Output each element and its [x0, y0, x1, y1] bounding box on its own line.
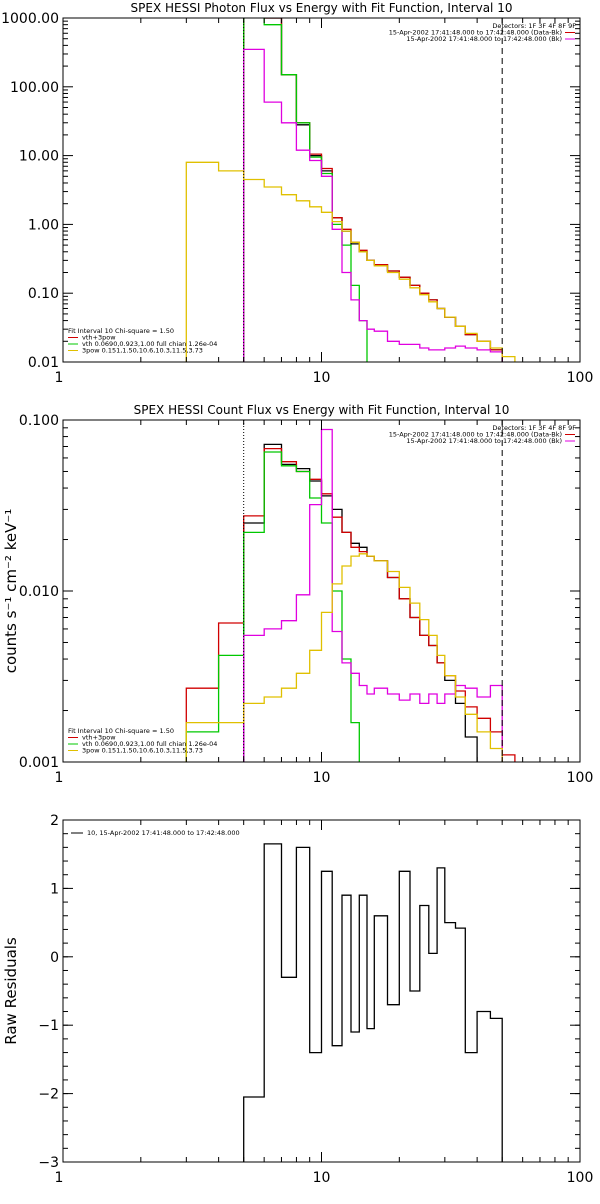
x-tick-label: 1 [55, 770, 64, 786]
header-line: 15-Apr-2002 17:41:48.000 to 17:42:48.000… [389, 431, 562, 439]
x-tick-label: 100 [567, 370, 594, 386]
y-tick-label: 1 [50, 881, 59, 897]
series-line-1 [243, 843, 503, 1162]
x-tick-label: 10 [313, 370, 331, 386]
header-line: 15-Apr-2002 17:41:48.000 to 17:42:48.000… [406, 437, 562, 445]
y-tick-label: 2 [50, 813, 59, 829]
fit-legend-text: Fit Interval 10 Chi-square = 1.50 [68, 327, 174, 335]
series-line-4 [243, 428, 503, 762]
fit-legend-text: 3pow 0.151,1.50,10.6,10.3,11.5,3.73 [82, 347, 203, 355]
y-tick-label: −1 [38, 1018, 59, 1034]
series-line-1 [243, 443, 478, 762]
y-axis-label: Raw Residuals [2, 937, 20, 1045]
y-tick-label: 0 [50, 950, 59, 966]
y-tick-label: 0.01 [28, 355, 59, 371]
chart-panel-2: SPEX HESSI Count Flux vs Energy with Fit… [2, 403, 594, 786]
series-group [243, 843, 503, 1162]
y-tick-label: 0.010 [19, 584, 59, 600]
y-tick-label: −2 [38, 1087, 59, 1103]
header-line: 15-Apr-2002 17:41:48.000 to 17:42:48.000… [389, 29, 562, 37]
series-group [185, 18, 516, 362]
series-line-3 [185, 451, 360, 762]
series-line-5 [185, 161, 516, 362]
chart-panel-1: SPEX HESSI Photon Flux vs Energy with Fi… [1, 1, 594, 386]
y-tick-label: 0.10 [28, 286, 59, 302]
fit-legend-text: vth+3pow [82, 734, 116, 742]
fit-legend-text: Fit Interval 10 Chi-square = 1.50 [68, 727, 174, 735]
y-tick-label: 1000.00 [1, 11, 59, 27]
y-tick-label: 0.001 [19, 755, 59, 771]
fit-legend-text: 3pow 0.151,1.50,10.6,10.3,11.5,3.73 [82, 747, 203, 755]
y-tick-label: 0.100 [19, 413, 59, 429]
y-tick-label: 1.00 [28, 217, 59, 233]
series-line-3 [243, 18, 368, 362]
y-axis-label: counts s⁻¹ cm⁻² keV⁻¹ [2, 509, 20, 674]
x-tick-label: 10 [313, 1170, 331, 1186]
series-group [185, 428, 516, 762]
x-tick-label: 10 [313, 770, 331, 786]
fit-legend-text: vth+3pow [82, 334, 116, 342]
chart-title: SPEX HESSI Photon Flux vs Energy with Fi… [131, 1, 513, 15]
fit-legend-text: vth 0.0690,0.923,1.00 full chian 1.26e-0… [82, 340, 217, 348]
header-line: Detectors: 1F 3F 4F 8F 9F [492, 424, 576, 432]
chart-panel-3: 1 10 100 −3 −2 −1 0 1 2 Raw Residuals 10, 15-Apr-2… [2, 813, 593, 1186]
header-line: Detectors: 1F 3F 4F 8F 9F [492, 22, 576, 30]
header-line: 15-Apr-2002 17:41:48.000 to 17:42:48.000… [406, 35, 562, 43]
series-line-1 [243, 18, 503, 362]
x-tick-label: 1 [55, 1170, 64, 1186]
x-tick-label: 1 [55, 370, 64, 386]
x-tick-label: 100 [567, 770, 594, 786]
fit-legend-text: vth 0.0690,0.923,1.00 full chian 1.26e-0… [82, 740, 217, 748]
series-line-2 [243, 18, 503, 362]
y-tick-label: 100.00 [10, 80, 59, 96]
y-tick-label: −3 [38, 1155, 59, 1171]
legend-text: 10, 15-Apr-2002 17:41:48.000 to 17:42:48… [87, 829, 240, 837]
series-line-4 [243, 48, 503, 362]
x-tick-label: 100 [567, 1170, 594, 1186]
series-line-5 [185, 553, 503, 762]
y-tick-label: 10.00 [19, 149, 59, 165]
chart-title: SPEX HESSI Count Flux vs Energy with Fit… [134, 403, 510, 417]
